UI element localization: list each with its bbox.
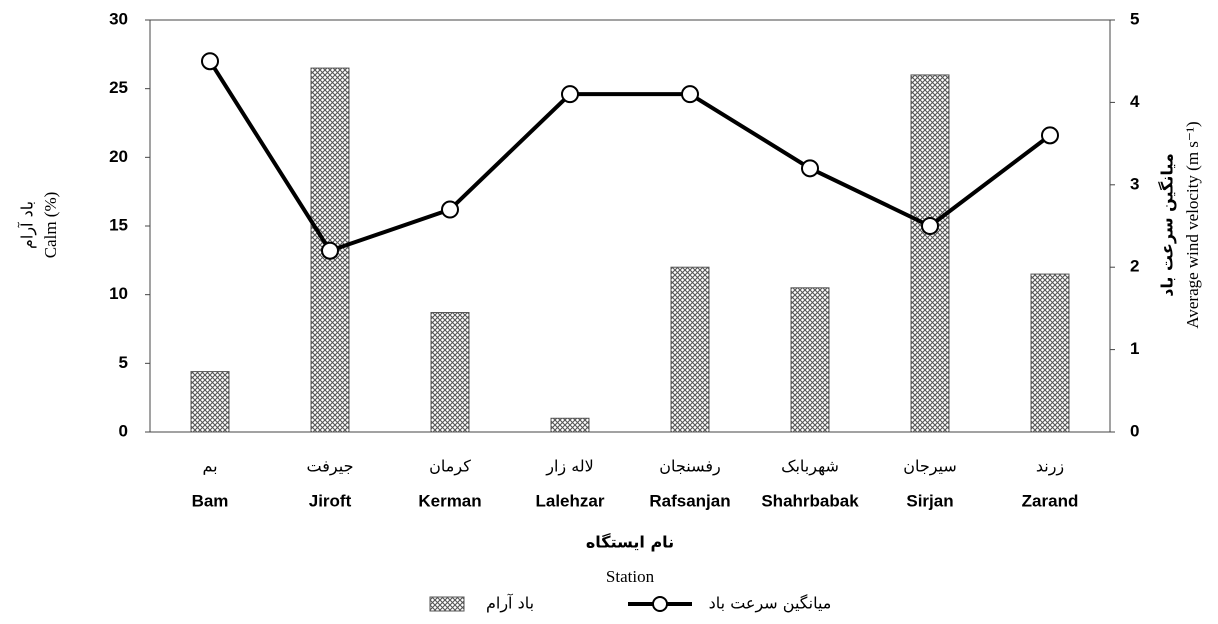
line-marker bbox=[441, 200, 459, 219]
line-marker bbox=[321, 241, 339, 260]
y2-axis-title: Average wind velocity (m s⁻¹) bbox=[1183, 121, 1202, 328]
bar bbox=[430, 312, 470, 433]
bar bbox=[1030, 273, 1070, 433]
bar bbox=[910, 74, 950, 433]
y-tick-label: 20 bbox=[109, 147, 128, 166]
y-tick-label: 0 bbox=[119, 421, 128, 440]
x-tick-label: Shahrbabak bbox=[761, 491, 859, 510]
x-tick-label: Zarand bbox=[1022, 491, 1079, 510]
x-tick-label: Rafsanjan bbox=[649, 491, 730, 510]
plot-frame bbox=[149, 19, 1111, 433]
y2-axis-title-fa: میانگین سرعت باد bbox=[1158, 153, 1177, 297]
y-tick-label: 25 bbox=[109, 78, 128, 97]
line-marker bbox=[201, 52, 219, 71]
bar bbox=[550, 417, 590, 433]
x-tick-label-fa: شهربابک bbox=[781, 457, 839, 477]
x-tick-label: Lalehzar bbox=[536, 491, 605, 510]
y2-tick-label: 3 bbox=[1130, 174, 1139, 193]
y2-tick-label: 1 bbox=[1130, 339, 1139, 358]
line-marker bbox=[921, 217, 939, 235]
x-tick-label-fa: کرمان bbox=[429, 457, 471, 477]
line bbox=[208, 60, 1052, 254]
y-tick-label: 15 bbox=[109, 215, 128, 234]
line-marker bbox=[561, 85, 579, 104]
legend-marker bbox=[652, 596, 668, 612]
legend-swatch bbox=[429, 596, 465, 612]
y-axis-title-fa: باد آرام bbox=[18, 201, 38, 249]
x-tick-label-fa: جیرفت bbox=[307, 457, 354, 477]
x-tick-label-fa: لاله زار bbox=[545, 457, 594, 477]
x-tick-label: Bam bbox=[192, 491, 229, 510]
y-tick-label: 10 bbox=[109, 284, 128, 303]
x-tick-label: Kerman bbox=[418, 491, 481, 510]
x-axis-title-fa: نام ایستگاه bbox=[586, 533, 674, 552]
line-marker bbox=[801, 159, 819, 178]
y-tick-label: 30 bbox=[109, 9, 128, 28]
x-tick-label-fa: زرند bbox=[1036, 457, 1064, 477]
x-tick-label: Sirjan bbox=[906, 491, 953, 510]
legend-label: میانگین سرعت باد bbox=[709, 594, 832, 614]
y2-tick-label: 2 bbox=[1130, 257, 1139, 276]
x-tick-label: Jiroft bbox=[309, 491, 352, 510]
x-axis-title: Station bbox=[606, 567, 655, 586]
bar bbox=[790, 287, 830, 433]
x-tick-label-fa: بم bbox=[202, 457, 217, 476]
y2-tick-label: 5 bbox=[1130, 9, 1139, 28]
x-tick-label-fa: سیرجان bbox=[903, 457, 957, 477]
bar bbox=[190, 371, 230, 433]
line-marker bbox=[681, 85, 699, 104]
y-tick-label: 5 bbox=[119, 353, 128, 372]
line-marker bbox=[1041, 126, 1059, 145]
y-axis-title: Calm (%) bbox=[41, 192, 60, 259]
y2-tick-label: 0 bbox=[1130, 421, 1139, 440]
legend-label: باد آرام bbox=[486, 594, 534, 614]
x-tick-label-fa: رفسنجان bbox=[659, 457, 720, 477]
bar bbox=[670, 266, 710, 433]
y2-tick-label: 4 bbox=[1130, 92, 1140, 111]
